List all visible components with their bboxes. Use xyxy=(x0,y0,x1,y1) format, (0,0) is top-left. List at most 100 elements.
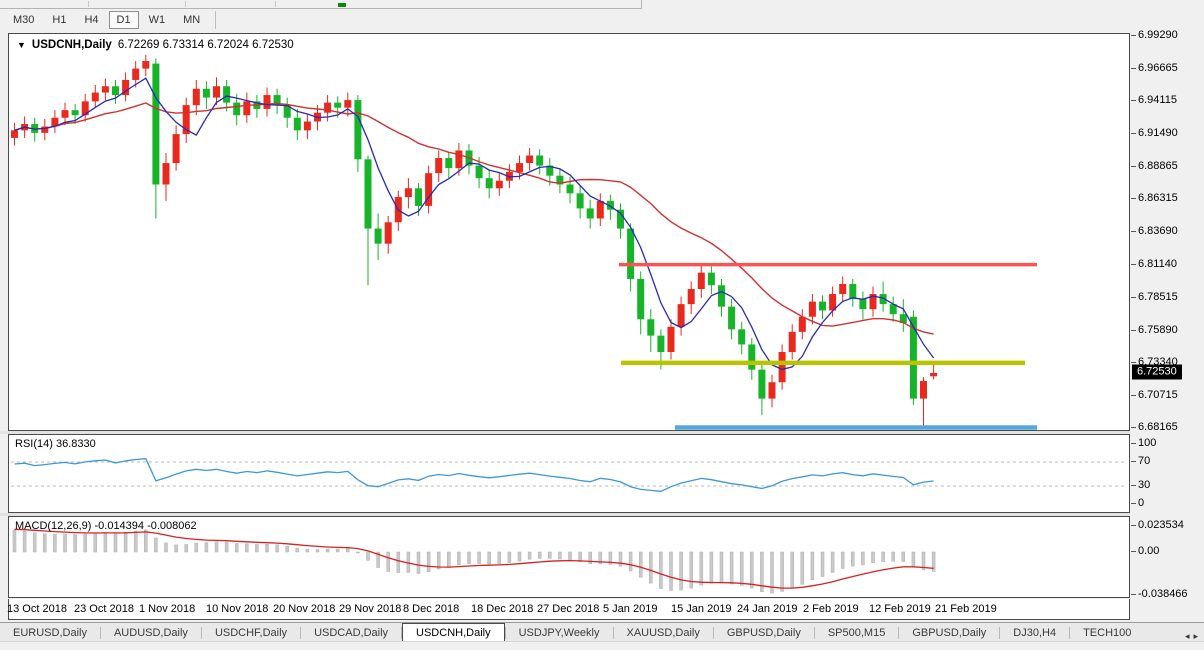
rsi-indicator-panel[interactable]: RSI(14) 36.8330 xyxy=(8,434,1130,513)
rsi-chart-canvas[interactable] xyxy=(9,435,1129,512)
chart-tab-tech100[interactable]: TECH100 xyxy=(1083,627,1132,639)
macd-histogram-bar xyxy=(800,551,805,585)
chart-tab-sp500-m15[interactable]: SP500,M15 xyxy=(827,627,886,639)
macd-histogram-bar xyxy=(760,551,764,593)
macd-histogram-bar xyxy=(275,544,279,553)
macd-histogram-bar xyxy=(245,543,249,553)
panel-splitter[interactable] xyxy=(0,513,1204,516)
chart-tab-gbpusd-daily[interactable]: GBPUSD,Daily xyxy=(726,627,801,639)
timeframe-button-d1[interactable]: D1 xyxy=(108,10,139,29)
chart-symbol-label: USDCNH,Daily xyxy=(31,39,112,51)
macd-histogram-bar xyxy=(83,533,87,553)
candle-body xyxy=(283,105,291,118)
candle-body xyxy=(81,101,89,116)
chart-tab-xauusd-daily[interactable]: XAUUSD,Daily xyxy=(626,627,700,639)
macd-histogram-bar xyxy=(376,551,380,568)
candle-body xyxy=(899,314,907,324)
macd-histogram-bar xyxy=(12,530,17,553)
candle-body xyxy=(11,130,18,138)
date-axis[interactable]: 13 Oct 2018 23 Oct 2018 1 Nov 2018 10 Nov 2… xyxy=(7,599,1130,620)
candle-body xyxy=(546,165,554,176)
chart-tab-usdcad-daily[interactable]: USDCAD,Daily xyxy=(314,627,389,639)
tab-separator xyxy=(401,626,403,639)
macd-histogram-bar xyxy=(820,551,825,577)
price-axis-label: 6.73340 xyxy=(1131,355,1178,368)
price-axis-label: 6.70715 xyxy=(1131,388,1178,401)
chart-tab-usdcnh-daily[interactable]: USDCNH,Daily xyxy=(402,623,505,642)
candle-body xyxy=(334,102,342,108)
toolbar-separator xyxy=(275,1,276,7)
candle-body xyxy=(788,331,796,352)
candle-body xyxy=(41,126,49,133)
macd-histogram-bar xyxy=(335,548,340,553)
macd-histogram-bar xyxy=(709,551,714,584)
candle-body xyxy=(404,188,412,198)
candlestick-chart-canvas[interactable] xyxy=(9,34,1129,430)
macd-histogram-bar xyxy=(588,551,592,564)
tab-separator xyxy=(813,626,815,639)
macd-chart-canvas[interactable] xyxy=(9,517,1129,597)
chart-tab-audusd-daily[interactable]: AUDUSD,Daily xyxy=(113,627,188,639)
candle-body xyxy=(849,283,857,300)
chart-tab-usdchf-daily[interactable]: USDCHF,Daily xyxy=(214,627,288,639)
macd-histogram-bar xyxy=(194,542,199,553)
candle-body xyxy=(516,163,523,172)
macd-histogram-bar xyxy=(770,551,774,594)
tab-separator xyxy=(504,626,506,639)
macd-histogram-bar xyxy=(346,548,350,553)
candle-body xyxy=(758,369,766,399)
macd-histogram-bar xyxy=(396,551,401,573)
candle-body xyxy=(101,86,109,93)
candle-body xyxy=(202,88,210,98)
chart-ohlc-values: 6.72269 6.73314 6.72024 6.72530 xyxy=(117,39,294,51)
timeframe-button-h4[interactable]: H4 xyxy=(84,13,99,26)
rsi-axis-label: 70 xyxy=(1130,455,1151,467)
candle-body xyxy=(738,329,746,345)
macd-histogram-bar xyxy=(790,551,794,589)
candle-body xyxy=(879,294,887,305)
candle-body xyxy=(839,283,847,295)
timeframe-button-m30[interactable]: M30 xyxy=(13,13,35,26)
chart-tab-usdjpy-weekly[interactable]: USDJPY,Weekly xyxy=(518,627,600,639)
timeframe-button-h1[interactable]: H1 xyxy=(52,13,67,26)
candle-body xyxy=(617,209,624,229)
candle-body xyxy=(526,155,534,164)
candle-body xyxy=(61,110,69,118)
symbol-menu-chevron-icon[interactable]: ▼ xyxy=(17,40,26,50)
macd-histogram-bar xyxy=(416,551,421,574)
price-chart-panel[interactable]: ▼ USDCNH,Daily 6.72269 6.73314 6.72024 6… xyxy=(8,33,1130,431)
candle-body xyxy=(485,178,493,189)
candle-body xyxy=(172,134,180,164)
candle-body xyxy=(667,326,675,352)
candle-body xyxy=(859,299,867,310)
candle-body xyxy=(930,373,938,377)
price-axis[interactable]: 6.72530 6.99290 6.96665 6.94115 6.91490 6.88… xyxy=(1130,29,1204,621)
macd-histogram-bar xyxy=(234,543,239,553)
panel-splitter[interactable] xyxy=(0,431,1204,434)
macd-indicator-panel[interactable]: MACD(12,26,9) -0.014394 -0.008062 xyxy=(8,516,1130,598)
chart-tab-gbpusd-daily[interactable]: GBPUSD,Daily xyxy=(912,627,987,639)
timeframe-button-w1[interactable]: W1 xyxy=(148,13,166,26)
scroll-left-icon[interactable]: ◂ xyxy=(1184,631,1190,641)
buy-icon-partial xyxy=(338,3,346,7)
timeframe-button-mn[interactable]: MN xyxy=(183,13,201,26)
macd-histogram-bar xyxy=(447,551,451,568)
chart-tab-eurusd-daily[interactable]: EURUSD,Daily xyxy=(13,627,87,639)
price-axis-label: 6.83690 xyxy=(1131,225,1178,238)
macd-histogram-bar xyxy=(174,544,178,553)
candle-body xyxy=(778,351,786,383)
toolbar-separator xyxy=(185,1,186,7)
candle-body xyxy=(566,184,574,194)
macd-histogram-bar xyxy=(871,551,875,563)
macd-histogram-bar xyxy=(164,542,168,553)
scroll-right-icon[interactable]: ▸ xyxy=(1193,631,1198,641)
price-axis-label: 6.88865 xyxy=(1131,160,1178,173)
candle-body xyxy=(606,200,614,210)
macd-histogram-bar xyxy=(618,551,623,567)
candle-body xyxy=(909,316,917,399)
macd-histogram-bar xyxy=(527,551,532,560)
rsi-line xyxy=(14,458,934,492)
chart-tab-dj30-h4[interactable]: DJ30,H4 xyxy=(1013,627,1057,639)
macd-histogram-bar xyxy=(679,551,683,591)
